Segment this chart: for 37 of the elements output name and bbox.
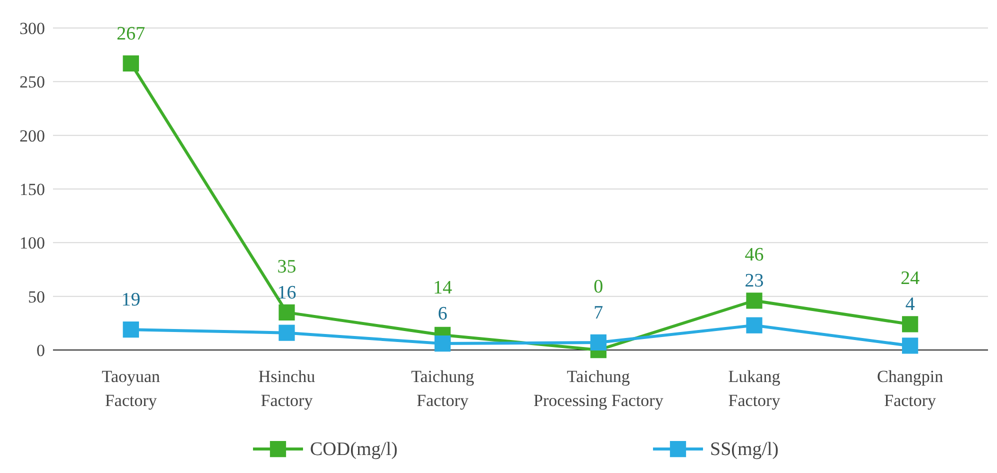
point <box>902 338 918 354</box>
y-tick-label: 100 <box>20 234 45 253</box>
y-tick-label: 50 <box>28 287 45 306</box>
legend-label: COD(mg/l) <box>310 439 398 460</box>
data-label: 24 <box>900 268 920 290</box>
y-tick-label: 0 <box>36 340 45 360</box>
data-label: 6 <box>438 304 448 325</box>
point <box>434 336 451 352</box>
data-label: 267 <box>116 23 146 44</box>
data-label: 0 <box>594 276 604 298</box>
data-label: 4 <box>905 294 916 316</box>
data-label: 19 <box>121 290 140 311</box>
data-label: 16 <box>277 282 296 304</box>
legend-label: SS(mg/l) <box>710 439 779 460</box>
point <box>590 334 606 351</box>
point <box>746 292 762 309</box>
y-tick-label: 150 <box>20 180 45 199</box>
x-tick-label: Lukang Factory <box>728 367 781 410</box>
x-tick-label: Taichung Factory <box>411 367 475 410</box>
data-label: 23 <box>744 270 764 292</box>
point <box>122 322 139 338</box>
y-tick-label: 300 <box>20 18 45 38</box>
x-tick-label: Hsinchu Factory <box>258 367 316 410</box>
point <box>278 304 295 320</box>
data-label: 14 <box>433 278 453 299</box>
point <box>278 324 295 341</box>
y-tick-label: 200 <box>20 126 45 146</box>
x-tick-label: Taichung Processing Factory <box>533 367 664 410</box>
x-tick-label: Changpin Factory <box>877 367 944 410</box>
y-tick-label: 250 <box>20 72 45 92</box>
point <box>902 316 918 332</box>
data-label: 7 <box>594 302 604 324</box>
data-label: 46 <box>744 244 764 266</box>
point <box>746 317 762 334</box>
point <box>122 55 139 72</box>
x-tick-label: Taoyuan Factory <box>102 367 161 410</box>
data-label: 35 <box>277 256 296 278</box>
